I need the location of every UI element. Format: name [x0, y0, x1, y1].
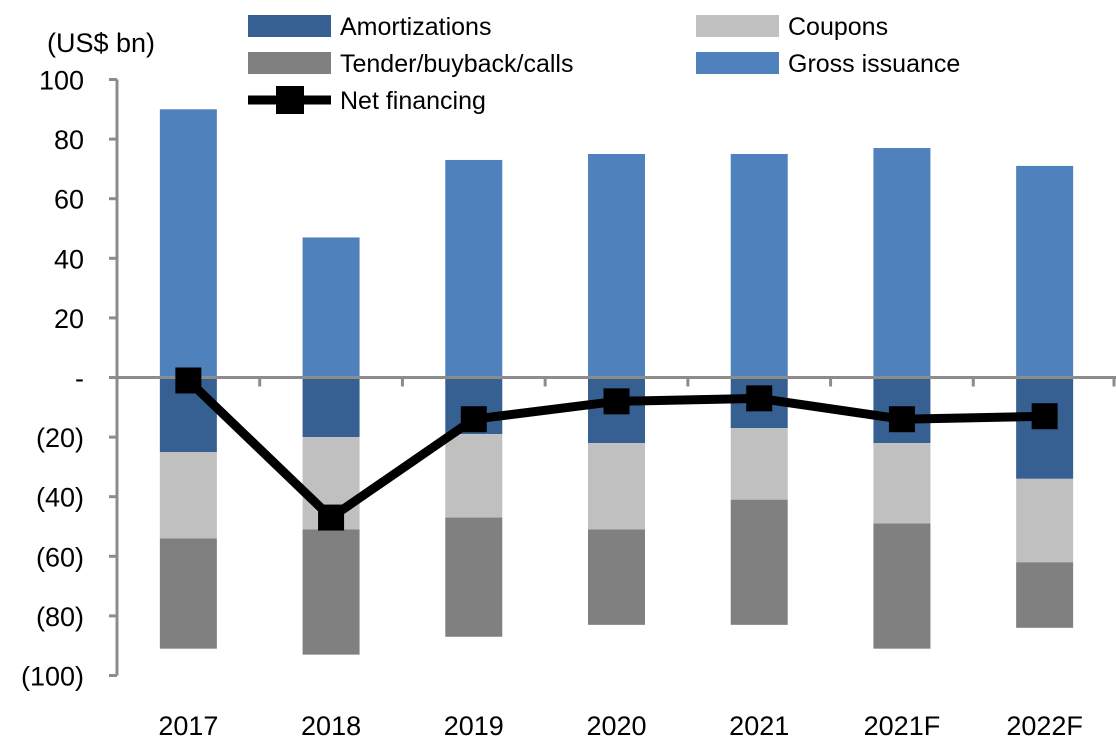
marker-net-financing-2018	[318, 504, 345, 531]
legend-swatch	[248, 15, 331, 37]
bar-gross-issuance-2021	[730, 154, 788, 378]
bar-tender-buyback-calls-2018	[302, 529, 360, 655]
net-financing-layer	[175, 367, 1058, 531]
legend-label: Coupons	[788, 13, 888, 41]
bar-gross-issuance-2022f	[1016, 165, 1074, 378]
bar-coupons-2022f	[1016, 478, 1074, 563]
y-tick-label: (100)	[21, 662, 84, 692]
legend-swatch	[248, 52, 331, 74]
bar-coupons-2019	[445, 434, 503, 518]
bar-gross-issuance-2017	[159, 109, 217, 378]
bar-gross-issuance-2018	[302, 237, 360, 378]
legend-item-net-financing: Net financing	[248, 86, 486, 115]
y-tick-label: 60	[54, 185, 84, 215]
marker-net-financing-2017	[175, 367, 202, 394]
legend-label: Gross issuance	[788, 50, 960, 78]
x-tick-label: 2019	[444, 711, 504, 741]
legend-marker-swatch	[276, 86, 304, 114]
axes-layer	[109, 78, 1116, 677]
bar-gross-issuance-2019	[445, 159, 503, 378]
legend-item-tender-buyback-calls: Tender/buyback/calls	[248, 50, 573, 78]
bar-tender-buyback-calls-2021f	[873, 523, 931, 649]
y-tick-label: (40)	[36, 483, 84, 513]
legend-label: Tender/buyback/calls	[340, 50, 573, 78]
marker-net-financing-2019	[460, 406, 487, 433]
x-tick-label: 2021	[729, 711, 789, 741]
x-tick-label: 2017	[158, 711, 218, 741]
bar-tender-buyback-calls-2021	[730, 499, 788, 625]
legend-label: Net financing	[340, 87, 486, 115]
bar-coupons-2021f	[873, 443, 931, 524]
y-tick-label: -	[75, 364, 84, 394]
y-tick-label: (20)	[36, 423, 84, 453]
bars-layer	[159, 109, 1074, 655]
legend-item-gross-issuance: Gross issuance	[696, 50, 960, 78]
x-tick-labels: 2017 2018 2019 2020 2021 2021F 2022F	[158, 711, 1083, 741]
legend-item-coupons: Coupons	[696, 13, 888, 41]
legend-swatch	[696, 15, 779, 37]
y-tick-label: 80	[54, 125, 84, 155]
y-tick-labels: 100 80 60 40 20 - (20) (40) (60) (80) (100)	[21, 66, 84, 692]
bar-coupons-2021	[730, 428, 788, 500]
y-tick-label: (80)	[36, 602, 84, 632]
bar-coupons-2017	[159, 452, 217, 539]
marker-net-financing-2022f	[1031, 403, 1058, 430]
x-tick-label: 2022F	[1006, 711, 1083, 741]
bar-tender-buyback-calls-2022f	[1016, 562, 1074, 628]
bar-gross-issuance-2021f	[873, 148, 931, 378]
bar-tender-buyback-calls-2017	[159, 538, 217, 649]
marker-net-financing-2021	[746, 385, 773, 412]
bar-tender-buyback-calls-2019	[445, 517, 503, 637]
legend-item-amortizations: Amortizations	[248, 13, 491, 41]
y-tick-label: 40	[54, 244, 84, 274]
bar-gross-issuance-2020	[588, 154, 645, 378]
legend: Amortizations Coupons Tender/buyback/calls…	[248, 13, 960, 115]
bar-amortizations-2018	[302, 377, 360, 438]
x-tick-label: 2020	[586, 711, 646, 741]
y-tick-label: (60)	[36, 542, 84, 572]
legend-label: Amortizations	[340, 13, 491, 41]
y-tick-label: 20	[54, 304, 84, 334]
y-axis-unit-label: (US$ bn)	[47, 28, 155, 58]
bar-coupons-2020	[588, 443, 645, 530]
y-tick-label: 100	[39, 66, 84, 96]
marker-net-financing-2020	[603, 388, 630, 415]
legend-swatch	[696, 52, 779, 74]
x-tick-label: 2021F	[864, 711, 941, 741]
x-tick-label: 2018	[301, 711, 361, 741]
bar-tender-buyback-calls-2020	[588, 529, 645, 625]
marker-net-financing-2021f	[888, 406, 915, 433]
